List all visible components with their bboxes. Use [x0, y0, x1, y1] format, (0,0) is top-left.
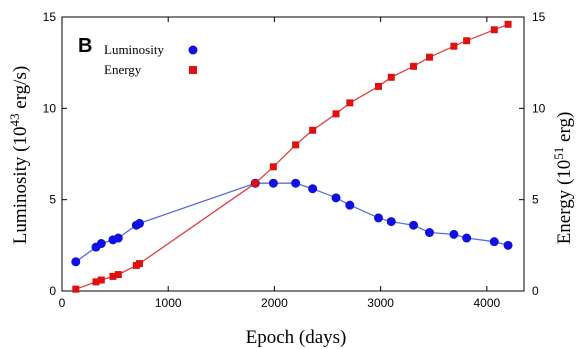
data-point-energy — [504, 20, 512, 28]
data-point-luminosity — [449, 229, 459, 239]
x-axis-title: Epoch (days) — [246, 327, 347, 348]
data-point-energy — [109, 272, 117, 280]
legend: Luminosity Energy — [104, 42, 198, 77]
data-point-energy — [374, 82, 382, 90]
data-point-energy — [387, 73, 395, 81]
x-tick-label: 3000 — [367, 296, 394, 310]
data-point-energy — [269, 163, 277, 171]
y-right-tick-label: 0 — [532, 284, 539, 298]
data-point-luminosity — [345, 200, 355, 210]
data-point-energy — [332, 110, 340, 118]
x-tick-label: 0 — [59, 296, 66, 310]
y-axis-left-title: Luminosity (1043 erg/s) — [7, 66, 31, 244]
legend-label-energy: Energy — [104, 62, 142, 77]
data-point-luminosity — [135, 218, 145, 228]
data-point-energy — [410, 62, 418, 70]
data-point-energy — [114, 271, 122, 279]
data-point-luminosity — [291, 178, 301, 188]
data-point-energy — [292, 141, 300, 149]
data-point-luminosity — [71, 257, 81, 267]
plot-frame-layer — [61, 16, 525, 292]
data-point-energy — [72, 285, 80, 293]
legend-marker-luminosity — [188, 45, 198, 55]
data-point-energy — [251, 179, 259, 187]
legend-label-luminosity: Luminosity — [104, 42, 164, 57]
y-right-tick-label: 5 — [532, 193, 539, 207]
data-point-energy — [309, 126, 317, 134]
data-point-energy — [463, 37, 471, 45]
data-point-luminosity — [331, 193, 341, 203]
x-tick-label: 2000 — [261, 296, 288, 310]
data-point-luminosity — [308, 184, 318, 194]
data-point-energy — [490, 26, 498, 34]
x-tick-label: 1000 — [155, 296, 182, 310]
legend-marker-energy — [189, 66, 197, 74]
data-point-luminosity — [113, 233, 123, 243]
data-point-energy — [450, 42, 458, 50]
data-point-energy — [97, 276, 105, 284]
data-point-energy — [136, 260, 144, 268]
x-tick-label: 4000 — [473, 296, 500, 310]
data-point-luminosity — [96, 239, 106, 249]
y-left-tick-label: 10 — [43, 101, 57, 115]
data-point-energy — [346, 99, 354, 107]
panel-label: B — [78, 35, 92, 57]
series-layer — [71, 20, 513, 293]
y-left-tick-label: 0 — [49, 284, 56, 298]
y-axis-right-title: Energy (1051 erg) — [551, 112, 575, 245]
y-left-tick-label: 5 — [49, 193, 56, 207]
data-point-luminosity — [424, 228, 434, 238]
y-right-tick-label: 15 — [532, 10, 546, 24]
data-point-luminosity — [268, 178, 278, 188]
y-left-tick-label: 15 — [43, 10, 57, 24]
data-point-luminosity — [462, 233, 472, 243]
plot-frame — [61, 16, 525, 292]
y-right-tick-label: 10 — [532, 101, 546, 115]
ticks-layer: 0 1000 2000 3000 4000 0 5 10 15 0 5 10 15 — [43, 10, 546, 310]
data-point-luminosity — [503, 240, 513, 250]
data-point-luminosity — [386, 217, 396, 227]
data-point-luminosity — [409, 220, 419, 230]
data-point-energy — [92, 278, 100, 286]
data-point-energy — [425, 53, 433, 61]
data-point-luminosity — [489, 237, 499, 247]
data-point-luminosity — [373, 213, 383, 223]
